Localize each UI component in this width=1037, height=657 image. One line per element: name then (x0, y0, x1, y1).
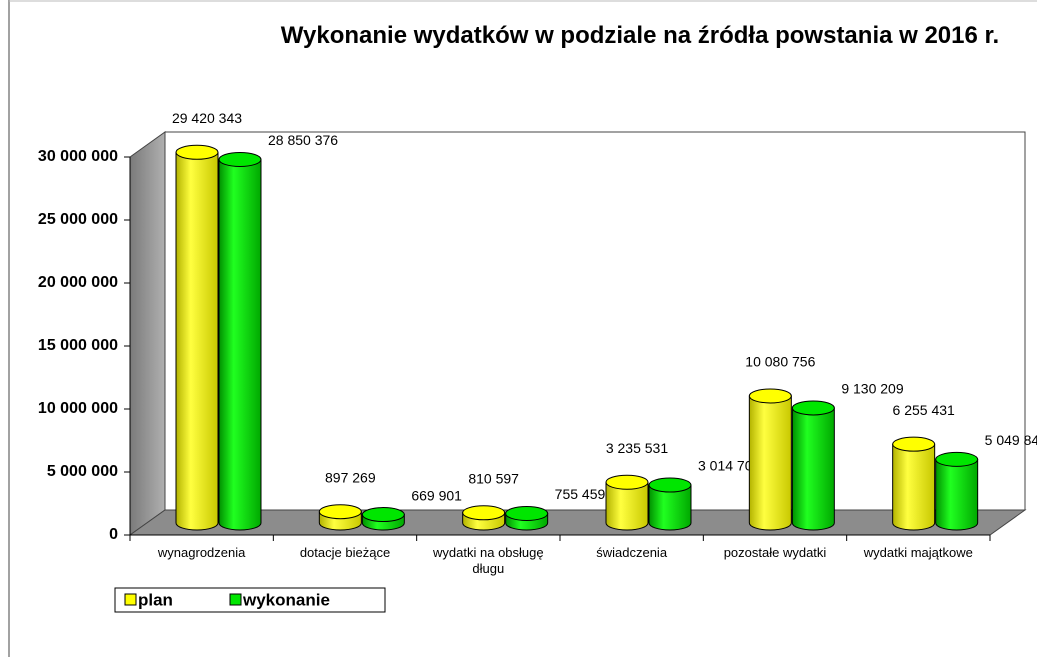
bar-body (935, 458, 979, 531)
value-label: 3 014 707 (698, 458, 760, 474)
legend (114, 587, 386, 613)
bar-body (218, 158, 262, 531)
bar-body (648, 484, 692, 531)
legend-label: plan (138, 590, 173, 609)
bar-top (791, 400, 835, 416)
legend-label: wykonanie (242, 590, 330, 609)
value-label: 29 420 343 (172, 110, 242, 126)
y-tick-label: 25 000 000 (38, 211, 118, 228)
bar (791, 400, 835, 531)
bar (462, 505, 506, 531)
x-tick-label: wynagrodzenia (157, 545, 246, 560)
bar-top (935, 451, 979, 467)
bar-top (605, 474, 649, 490)
value-label: 669 901 (411, 487, 462, 503)
side-wall (129, 131, 166, 536)
bar-body (892, 443, 936, 531)
bar-top (361, 507, 405, 523)
bar-top (218, 151, 262, 167)
y-tick-label: 15 000 000 (38, 337, 118, 354)
bar (605, 474, 649, 531)
value-label: 5 049 849 (985, 432, 1037, 448)
value-label: 755 459 (555, 486, 606, 502)
bar-top (648, 477, 692, 493)
bar (361, 507, 405, 531)
bar-top (505, 505, 549, 521)
y-tick-label: 0 (109, 526, 118, 543)
bar-body (791, 407, 835, 531)
bar-top (748, 388, 792, 404)
bar (175, 144, 219, 531)
value-label: 9 130 209 (841, 381, 903, 397)
bar (218, 151, 262, 531)
bar (748, 388, 792, 531)
bar-top (462, 505, 506, 521)
legend-swatch (229, 593, 242, 606)
bar (892, 436, 936, 531)
value-label: 810 597 (468, 470, 519, 486)
x-tick-label: świadczenia (596, 545, 668, 560)
y-tick-label: 5 000 000 (47, 463, 118, 480)
y-tick-label: 30 000 000 (38, 148, 118, 165)
bar (935, 451, 979, 531)
y-tick-label: 10 000 000 (38, 400, 118, 417)
floor (128, 509, 1027, 536)
value-label: 10 080 756 (745, 354, 815, 370)
bar-top (175, 144, 219, 160)
bar-top (892, 436, 936, 452)
bar-body (748, 395, 792, 531)
x-tick-label: wydatki na obsługę długu (433, 545, 544, 576)
x-tick-label: wydatki majątkowe (863, 545, 973, 560)
y-tick-label: 20 000 000 (38, 274, 118, 291)
bar (318, 504, 362, 531)
x-tick-label: dotacje bieżące (299, 545, 391, 560)
value-label: 897 269 (325, 469, 376, 485)
value-label: 3 235 531 (606, 440, 668, 456)
bar-body (175, 151, 219, 531)
chart-title: Wykonanie wydatków w podziale na źródła … (280, 22, 1000, 49)
bar (505, 505, 549, 531)
x-tick-label: pozostałe wydatki (723, 545, 827, 560)
value-label: 28 850 376 (268, 132, 338, 148)
legend-swatch (124, 593, 137, 606)
value-label: 6 255 431 (893, 402, 955, 418)
bar-top (318, 504, 362, 520)
bar-body (605, 481, 649, 531)
bar (648, 477, 692, 531)
